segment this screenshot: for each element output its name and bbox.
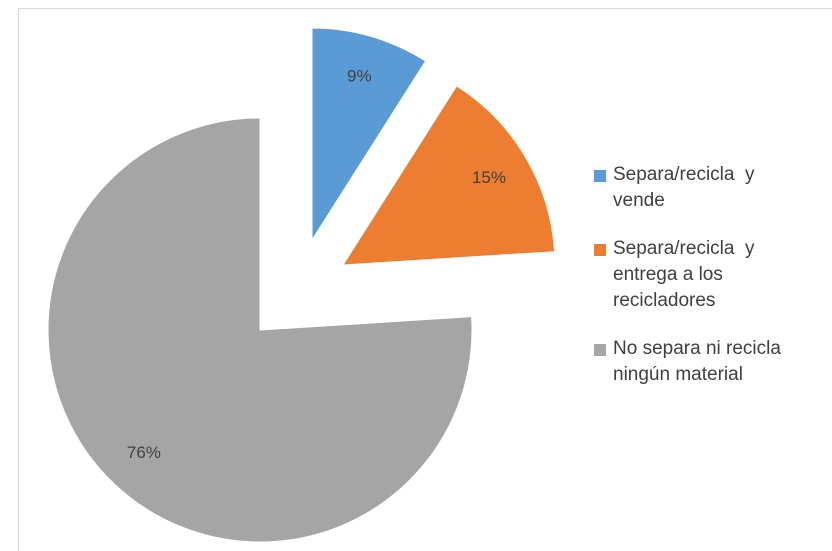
legend-swatch — [594, 170, 606, 182]
pie-slice — [342, 85, 556, 266]
legend-swatch — [594, 344, 606, 356]
legend: Separa/recicla y vende Separa/recicla y e… — [594, 162, 804, 410]
legend-item: No separa ni recicla ningún material — [594, 336, 804, 388]
data-label: 15% — [472, 168, 506, 187]
legend-item: Separa/recicla y entrega a los reciclado… — [594, 236, 804, 314]
legend-label: Separa/recicla y vende — [613, 164, 760, 211]
legend-label: No separa ni recicla ningún material — [613, 338, 787, 385]
pie-slice — [47, 117, 473, 543]
legend-swatch — [594, 244, 606, 256]
data-label: 76% — [127, 443, 161, 462]
data-label: 9% — [347, 67, 372, 86]
legend-item: Separa/recicla y vende — [594, 162, 804, 214]
legend-label: Separa/recicla y entrega a los reciclado… — [613, 238, 760, 311]
pie-slice — [311, 27, 427, 242]
